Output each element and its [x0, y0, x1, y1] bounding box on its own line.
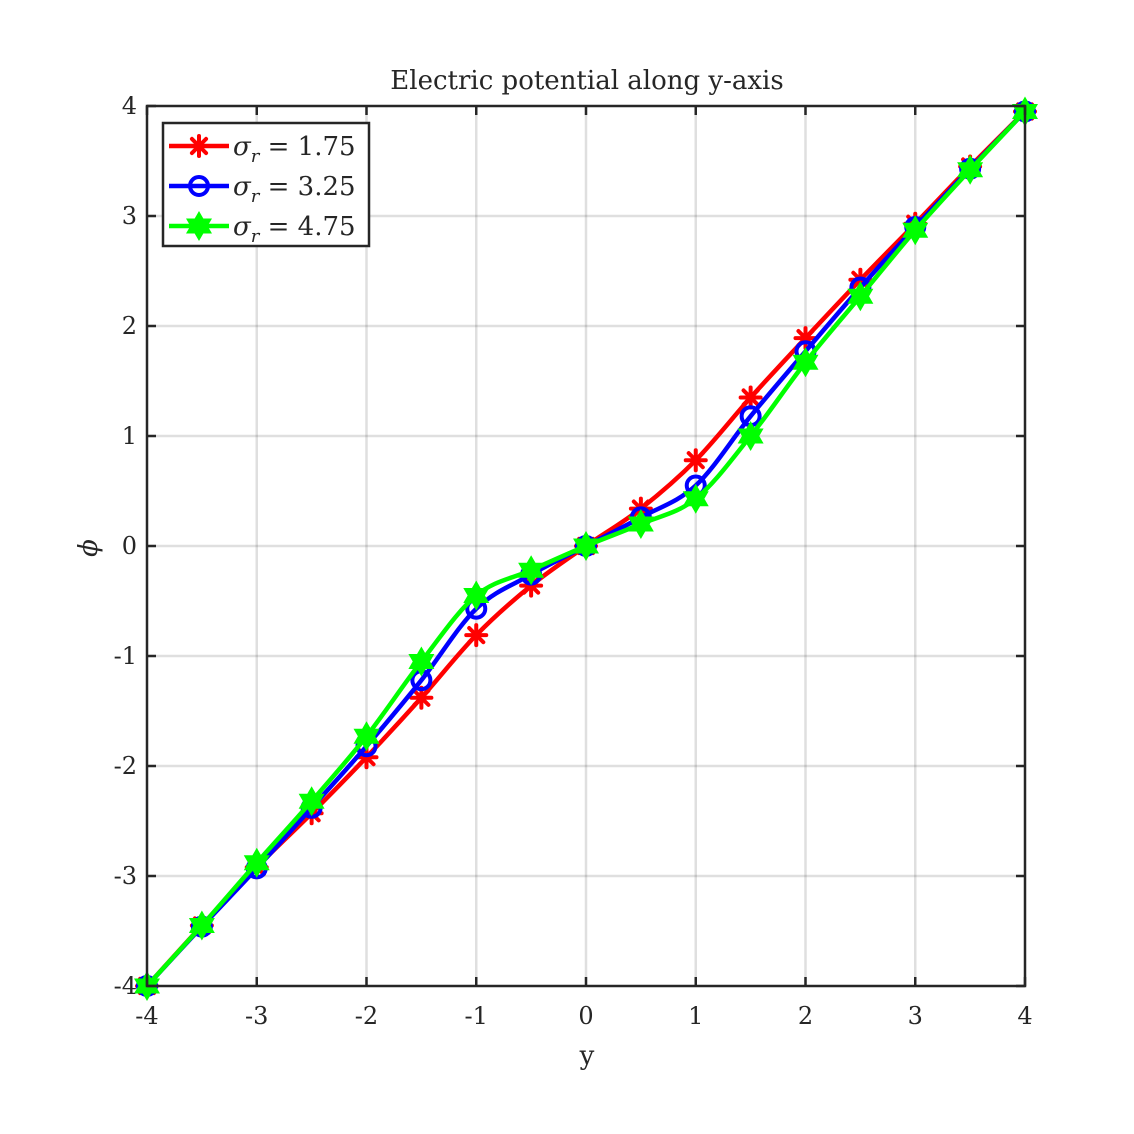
data-point [463, 580, 490, 611]
legend-item: σr = 3.25 [169, 172, 356, 207]
legend-subscript: r [251, 186, 261, 207]
data-point [682, 483, 709, 514]
legend-value: = 3.25 [259, 172, 355, 202]
x-tick-label: -1 [465, 1002, 488, 1030]
y-tick-label: 3 [122, 202, 137, 230]
x-tick-label: 0 [578, 1002, 593, 1030]
data-point [902, 215, 929, 246]
legend-symbol: σ [233, 132, 252, 162]
x-tick-label: 4 [1017, 1002, 1032, 1030]
legend-label: σr = 4.75 [233, 212, 356, 247]
legend-symbol: σ [233, 212, 252, 242]
legend-label: σr = 3.25 [233, 172, 356, 207]
data-point [792, 347, 819, 378]
x-axis-label: y [579, 1041, 595, 1071]
data-point [353, 721, 380, 752]
x-tick-label: 3 [908, 1002, 923, 1030]
legend-marker [186, 210, 212, 242]
legend-value: = 4.75 [259, 212, 355, 242]
data-point [298, 786, 325, 817]
legend-marker [187, 134, 211, 158]
series-3 [134, 96, 1038, 1002]
chart-title: Electric potential along y-axis [390, 66, 783, 96]
x-tick-label: 2 [798, 1002, 813, 1030]
data-point [518, 555, 545, 586]
y-tick-label: -3 [114, 862, 137, 890]
y-tick-label: -2 [114, 752, 137, 780]
data-point [188, 910, 215, 941]
x-tick-label: 1 [688, 1002, 703, 1030]
legend-value: = 1.75 [259, 132, 355, 162]
x-tick-label: -2 [355, 1002, 378, 1030]
data-point [957, 154, 984, 185]
ticks: -4 -3 -2 -1 0 1 2 3 4 -4 -3 -2 -1 0 1 2 3 4 [114, 92, 1033, 1030]
data-point [464, 623, 489, 648]
y-tick-label: 4 [122, 92, 137, 120]
data-point [738, 385, 763, 410]
plot-area: -4 -3 -2 -1 0 1 2 3 4 -4 -3 -2 -1 0 1 2 3 4 [114, 92, 1038, 1030]
legend-marker [188, 175, 210, 197]
x-tick-label: -4 [135, 1002, 158, 1030]
x-tick-label: -3 [245, 1002, 268, 1030]
y-tick-label: 1 [122, 422, 137, 450]
legend-subscript: r [251, 146, 261, 167]
y-axis-label: ϕ [74, 539, 104, 557]
data-point [627, 508, 654, 540]
data-point [737, 420, 764, 452]
data-point [847, 281, 874, 312]
legend-item: σr = 4.75 [169, 210, 356, 247]
y-tick-label: 2 [122, 312, 137, 340]
legend-item: σr = 1.75 [169, 132, 356, 167]
data-point [243, 847, 270, 878]
legend-symbol: σ [233, 172, 252, 202]
data-point [408, 646, 435, 677]
legend-subscript: r [251, 226, 261, 247]
data-point [683, 448, 708, 473]
legend-label: σr = 1.75 [233, 132, 356, 167]
y-tick-label: -4 [114, 972, 137, 1000]
y-tick-label: 0 [122, 532, 137, 560]
series-layer [134, 96, 1038, 1002]
y-tick-label: -1 [114, 642, 137, 670]
data-point [573, 530, 599, 562]
